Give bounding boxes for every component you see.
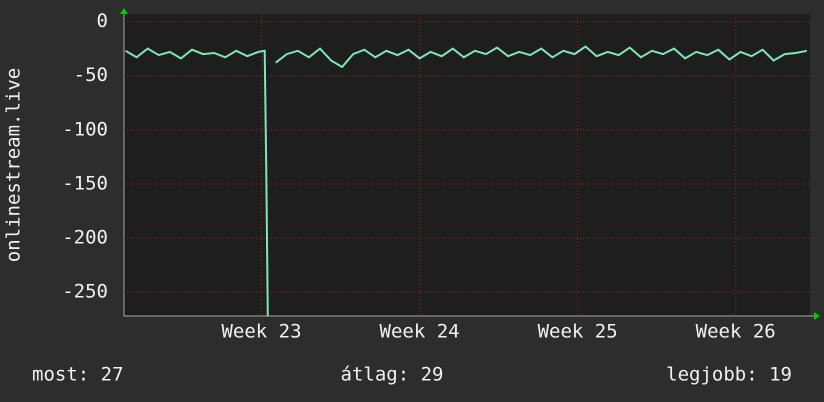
footer-average: átlag: 29 (341, 364, 444, 386)
x-tick-label: Week 26 (696, 321, 776, 343)
plot-area (124, 14, 810, 316)
y-arrow (120, 8, 128, 14)
y-tick-label: 0 (97, 10, 108, 32)
x-tick-label: Week 25 (538, 321, 618, 343)
x-tick-label: Week 23 (221, 321, 301, 343)
y-tick-label: -50 (74, 64, 108, 86)
y-tick-label: -100 (62, 118, 108, 140)
y-tick-label: -200 (62, 227, 108, 249)
footer-current: most: 27 (32, 364, 124, 386)
y-tick-label: -250 (62, 281, 108, 303)
data-line (125, 45, 807, 317)
x-arrow (814, 312, 820, 320)
footer-best: legjobb: 19 (666, 364, 792, 386)
x-tick-label: Week 24 (380, 321, 460, 343)
y-axis-label: onlinestream.live (3, 68, 25, 262)
y-tick-label: -150 (62, 172, 108, 194)
